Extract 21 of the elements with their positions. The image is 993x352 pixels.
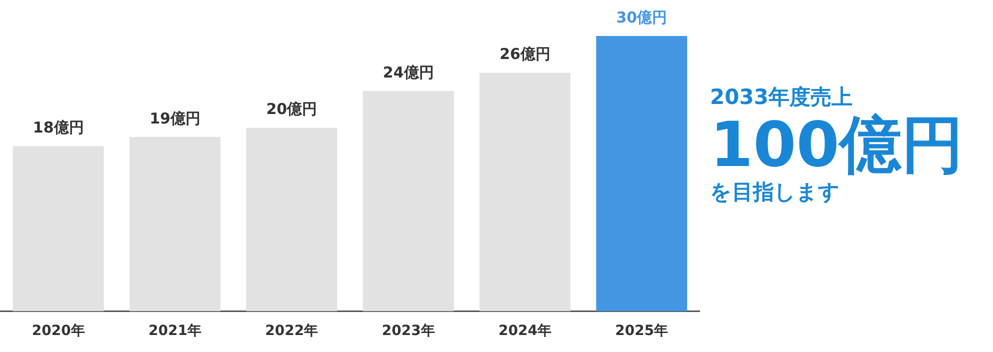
data-label: 26億円 — [500, 45, 550, 64]
x-tick-label: 2022年 — [265, 323, 318, 340]
x-tick-label: 2023年 — [382, 323, 435, 340]
bar — [362, 91, 454, 312]
x-tick-label: 2021年 — [148, 323, 202, 340]
text: 2033年度売上 — [710, 85, 854, 110]
bar — [596, 36, 688, 312]
data-label: 19億円 — [150, 109, 200, 128]
x-tick-label: 2025年 — [615, 323, 668, 340]
data-label: 24億円 — [382, 63, 434, 82]
data-label: 18億円 — [32, 118, 84, 136]
bar — [480, 72, 570, 312]
bar — [246, 128, 338, 312]
bar — [12, 146, 104, 312]
bar — [130, 136, 220, 312]
x-tick-label: 2024年 — [498, 323, 552, 340]
text: を目指します — [710, 180, 841, 205]
data-label: 30億円 — [616, 8, 668, 26]
text: 100億円 — [710, 108, 964, 182]
x-tick-label: 2020年 — [32, 323, 85, 340]
data-label: 20億円 — [266, 100, 318, 118]
